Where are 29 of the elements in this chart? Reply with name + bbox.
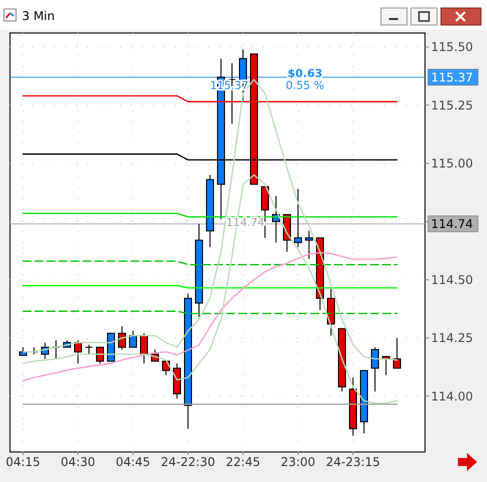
y-tick-label: 114.25: [431, 331, 473, 346]
x-tick-label: 04:15: [6, 455, 40, 469]
x-tick-label: 23:00: [280, 455, 316, 469]
candlestick: [118, 326, 126, 350]
x-tick-label: 24-22:30: [160, 455, 216, 469]
candlestick: [371, 346, 379, 392]
candlestick: [162, 360, 170, 376]
annotation: $0.63: [288, 67, 322, 80]
candlestick: [74, 340, 82, 364]
y-tick-label: 115.00: [431, 156, 473, 171]
y-tick-label: 115.50: [431, 40, 473, 54]
y-tick-label: 115.25: [431, 98, 473, 112]
line-series: [22, 252, 398, 382]
x-tick-label: 04:30: [60, 455, 96, 469]
ref-line-label: 114.74: [431, 217, 473, 232]
y-tick-label: 114.50: [431, 272, 473, 287]
x-tick-label: 22:45: [226, 455, 260, 469]
candlestick: [294, 188, 302, 248]
line-series: [22, 174, 398, 404]
y-tick-label: 114.00: [431, 389, 473, 404]
candlestick: [305, 230, 313, 260]
candlestick: [393, 337, 401, 369]
chart-title: 3 Min: [22, 9, 55, 23]
candlestick: [86, 344, 92, 355]
candlestick: [129, 330, 137, 348]
x-tick-label: 24-23:15: [326, 455, 380, 469]
annotation: 0.55 %: [286, 79, 324, 92]
x-tick-label: 04:45: [116, 455, 150, 469]
ref-line-label: 115.37: [431, 70, 473, 84]
